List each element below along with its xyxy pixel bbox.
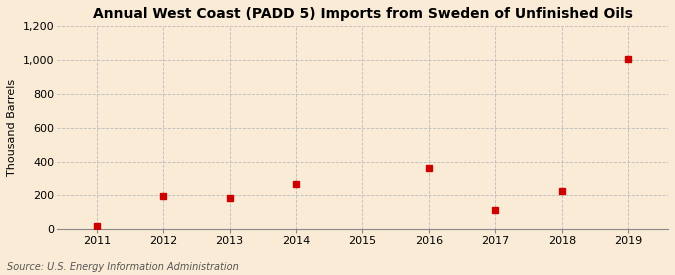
Title: Annual West Coast (PADD 5) Imports from Sweden of Unfinished Oils: Annual West Coast (PADD 5) Imports from … bbox=[92, 7, 632, 21]
Text: Source: U.S. Energy Information Administration: Source: U.S. Energy Information Administ… bbox=[7, 262, 238, 272]
Y-axis label: Thousand Barrels: Thousand Barrels bbox=[7, 79, 17, 176]
